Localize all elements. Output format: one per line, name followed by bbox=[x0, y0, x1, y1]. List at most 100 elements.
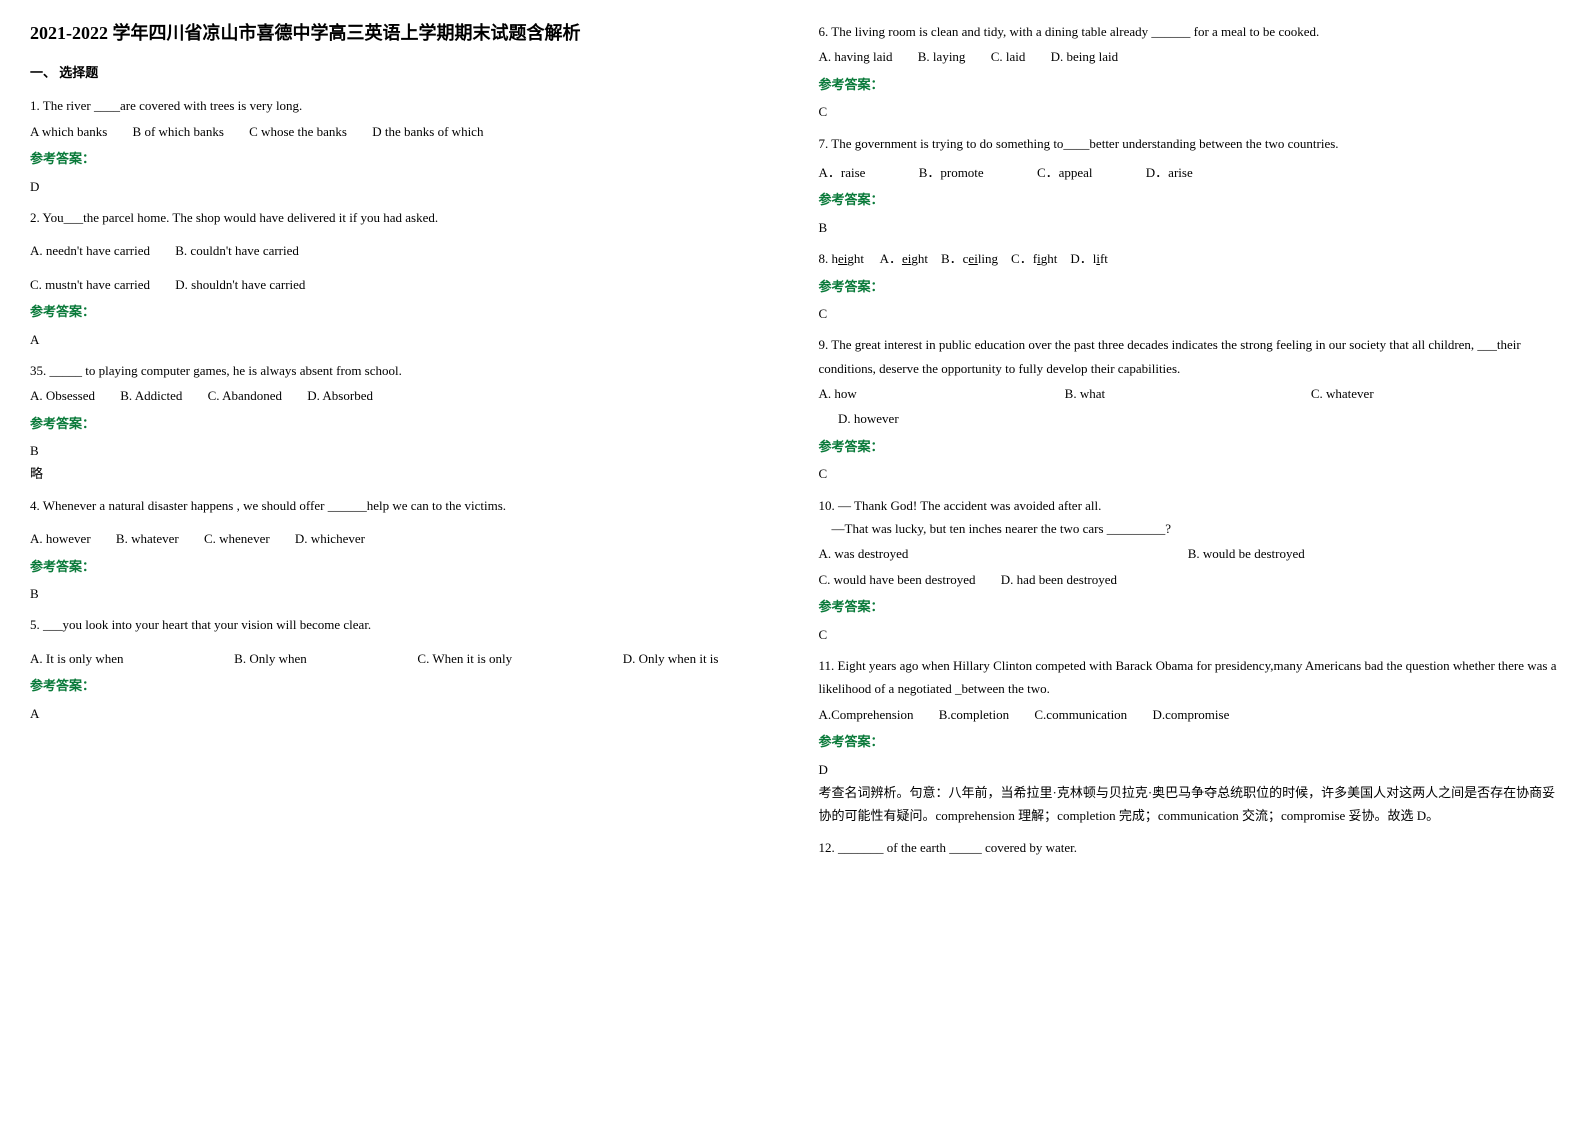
question-options: A. having laid B. laying C. laid D. bein… bbox=[819, 45, 1558, 68]
option-c: C. mustn't have carried bbox=[30, 277, 150, 292]
option-d: D. however bbox=[838, 411, 899, 426]
question-stem-line2: —That was lucky, but ten inches nearer t… bbox=[819, 517, 1558, 540]
answer-value: C bbox=[819, 100, 1558, 123]
option-c: C．appeal bbox=[1037, 165, 1093, 180]
answer-label: 参考答案： bbox=[30, 674, 769, 697]
option-a: A．raise bbox=[819, 165, 866, 180]
answer-label: 参考答案： bbox=[819, 275, 1558, 298]
question-stem: 1. The river ____are covered with trees … bbox=[30, 94, 769, 117]
option-b: B. Only when bbox=[234, 647, 307, 670]
answer-value: A bbox=[30, 328, 769, 351]
question-7: 7. The government is trying to do someth… bbox=[819, 132, 1558, 240]
question-options-line1: A. needn't have carried B. couldn't have… bbox=[30, 239, 769, 262]
question-stem: 11. Eight years ago when Hillary Clinton… bbox=[819, 654, 1558, 701]
answer-label: 参考答案： bbox=[30, 555, 769, 578]
question-stem: 6. The living room is clean and tidy, wi… bbox=[819, 20, 1558, 43]
question-35: 35. _____ to playing computer games, he … bbox=[30, 359, 769, 486]
option-c: C. When it is only bbox=[417, 647, 512, 670]
answer-label: 参考答案： bbox=[30, 412, 769, 435]
option-c: C. whenever bbox=[204, 531, 270, 546]
answer-value: C bbox=[819, 462, 1558, 485]
answer-label: 参考答案： bbox=[30, 300, 769, 323]
question-9: 9. The great interest in public educatio… bbox=[819, 333, 1558, 485]
question-2: 2. You___the parcel home. The shop would… bbox=[30, 206, 769, 351]
question-5: 5. ___you look into your heart that your… bbox=[30, 613, 769, 725]
option-a: A. needn't have carried bbox=[30, 243, 150, 258]
option-b: B. whatever bbox=[116, 531, 179, 546]
option-a: A. how bbox=[819, 382, 1043, 405]
left-column: 2021-2022 学年四川省凉山市喜德中学高三英语上学期期末试题含解析 一、 … bbox=[30, 20, 769, 859]
question-11: 11. Eight years ago when Hillary Clinton… bbox=[819, 654, 1558, 828]
option-a: A. Obsessed bbox=[30, 388, 95, 403]
option-d: D．arise bbox=[1146, 165, 1193, 180]
option-d: D. shouldn't have carried bbox=[175, 277, 305, 292]
question-4: 4. Whenever a natural disaster happens ,… bbox=[30, 494, 769, 606]
option-d: D. Only when it is bbox=[623, 647, 719, 670]
option-a: A.Comprehension bbox=[819, 707, 914, 722]
answer-value: C bbox=[819, 302, 1558, 325]
option-c: C whose the banks bbox=[249, 124, 347, 139]
option-d: D. being laid bbox=[1051, 49, 1119, 64]
option-b: B．ceiling bbox=[941, 251, 998, 266]
section-heading: 一、 选择题 bbox=[30, 61, 769, 84]
option-b: B. couldn't have carried bbox=[175, 243, 299, 258]
question-stem: 35. _____ to playing computer games, he … bbox=[30, 359, 769, 382]
answer-label: 参考答案： bbox=[819, 188, 1558, 211]
document-title: 2021-2022 学年四川省凉山市喜德中学高三英语上学期期末试题含解析 bbox=[30, 20, 769, 47]
question-stem: 8. height bbox=[819, 251, 865, 266]
question-options-line1: A. was destroyed B. would be destroyed bbox=[819, 542, 1558, 565]
question-10: 10. — Thank God! The accident was avoide… bbox=[819, 494, 1558, 646]
option-d: D the banks of which bbox=[372, 124, 483, 139]
option-b: B.completion bbox=[939, 707, 1009, 722]
option-b: B. what bbox=[1065, 382, 1289, 405]
question-stem: 9. The great interest in public educatio… bbox=[819, 333, 1558, 380]
question-options: A. however B. whatever C. whenever D. wh… bbox=[30, 527, 769, 550]
option-a: A. was destroyed bbox=[819, 542, 1166, 565]
question-6: 6. The living room is clean and tidy, wi… bbox=[819, 20, 1558, 124]
right-column: 6. The living room is clean and tidy, wi… bbox=[819, 20, 1558, 859]
question-options: A．raise B．promote C．appeal D．arise bbox=[819, 161, 1558, 184]
option-b: B. Addicted bbox=[120, 388, 182, 403]
answer-label: 参考答案： bbox=[819, 435, 1558, 458]
answer-value: D bbox=[30, 175, 769, 198]
option-a: A which banks bbox=[30, 124, 107, 139]
option-a: A. however bbox=[30, 531, 91, 546]
answer-label: 参考答案： bbox=[819, 730, 1558, 753]
question-12: 12. _______ of the earth _____ covered b… bbox=[819, 836, 1558, 859]
question-8: 8. height A．eight B．ceiling C．fight D．li… bbox=[819, 247, 1558, 325]
option-c: C. whatever bbox=[1311, 382, 1535, 405]
option-d: D. whichever bbox=[295, 531, 365, 546]
answer-value: B bbox=[30, 439, 769, 462]
question-stem: 4. Whenever a natural disaster happens ,… bbox=[30, 494, 769, 517]
option-b: B. would be destroyed bbox=[1188, 542, 1535, 565]
question-options: A.Comprehension B.completion C.communica… bbox=[819, 703, 1558, 726]
answer-explanation: 考查名词辨析。句意：八年前，当希拉里·克林顿与贝拉克·奥巴马争夺总统职位的时候，… bbox=[819, 781, 1558, 828]
question-stem: 7. The government is trying to do someth… bbox=[819, 132, 1558, 155]
question-stem: 2. You___the parcel home. The shop would… bbox=[30, 206, 769, 229]
option-d: D.compromise bbox=[1152, 707, 1229, 722]
question-options-line1: A. how B. what C. whatever bbox=[819, 382, 1558, 405]
answer-value: D bbox=[819, 758, 1558, 781]
question-stem-line1: 10. — Thank God! The accident was avoide… bbox=[819, 494, 1558, 517]
answer-value: B bbox=[30, 582, 769, 605]
option-d: D. Absorbed bbox=[307, 388, 373, 403]
question-stem: 5. ___you look into your heart that your… bbox=[30, 613, 769, 636]
question-options-line2: C. would have been destroyed D. had been… bbox=[819, 568, 1558, 591]
option-d: D. had been destroyed bbox=[1001, 572, 1117, 587]
option-b: B．promote bbox=[919, 165, 984, 180]
question-1: 1. The river ____are covered with trees … bbox=[30, 94, 769, 198]
question-stem: 12. _______ of the earth _____ covered b… bbox=[819, 836, 1558, 859]
option-b: B. laying bbox=[918, 49, 966, 64]
answer-label: 参考答案： bbox=[819, 595, 1558, 618]
option-c: C. laid bbox=[991, 49, 1026, 64]
option-a: A. It is only when bbox=[30, 647, 124, 670]
answer-label: 参考答案： bbox=[819, 73, 1558, 96]
question-options: A. Obsessed B. Addicted C. Abandoned D. … bbox=[30, 384, 769, 407]
option-d: D．lift bbox=[1070, 251, 1108, 266]
option-b: B of which banks bbox=[133, 124, 224, 139]
question-options: A which banks B of which banks C whose t… bbox=[30, 120, 769, 143]
question-options-line2: C. mustn't have carried D. shouldn't hav… bbox=[30, 273, 769, 296]
answer-explanation: 略 bbox=[30, 462, 769, 485]
answer-value: A bbox=[30, 702, 769, 725]
option-c: C.communication bbox=[1034, 707, 1127, 722]
